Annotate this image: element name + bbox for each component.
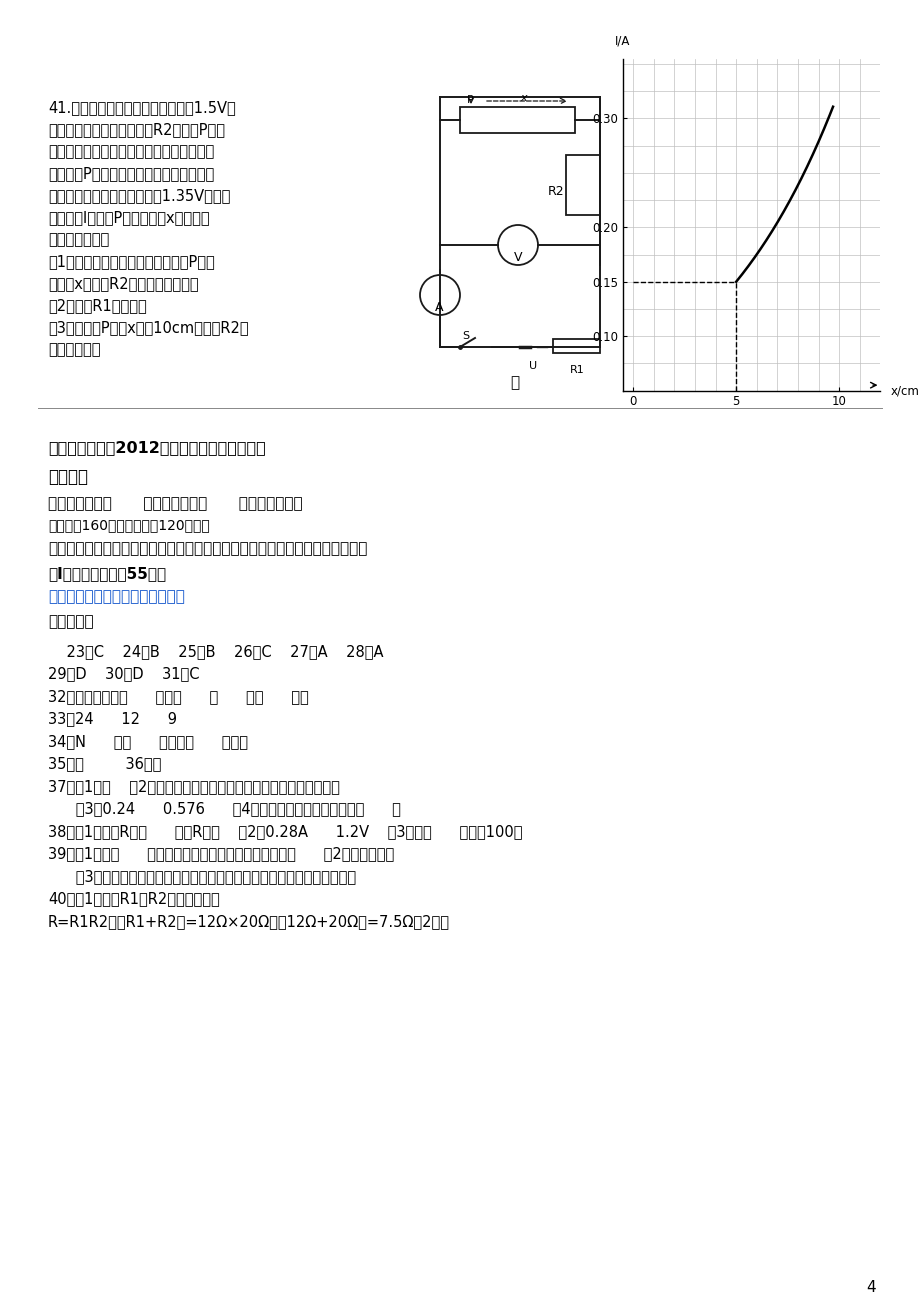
Text: 物理试题: 物理试题 (48, 467, 88, 486)
Text: 37、（1）略    （2）观察电流表是否有示数，判断电路是否存在故障: 37、（1）略 （2）观察电流表是否有示数，判断电路是否存在故障 (48, 779, 339, 794)
Text: 32、内能（热能）      热传递      小      较低      不变: 32、内能（热能） 热传递 小 较低 不变 (48, 689, 309, 704)
Text: 右端向左移动，由于滑动变阻器某处发生断: 右端向左移动，由于滑动变阻器某处发生断 (48, 145, 214, 159)
Text: 29、D    30、D    31、C: 29、D 30、D 31、C (48, 667, 199, 681)
Text: 甲: 甲 (510, 375, 519, 391)
Text: 4: 4 (866, 1280, 875, 1295)
Text: x/cm: x/cm (890, 384, 919, 397)
Text: 本卷满分160分，考试时间120分钟。: 本卷满分160分，考试时间120分钟。 (48, 518, 210, 533)
Bar (565, 155, 599, 215)
Text: S: S (461, 331, 469, 341)
Text: 乙: 乙 (802, 375, 811, 391)
Text: （3）0.24      0.576      （4）测定不同电压下的实际功率      大: （3）0.24 0.576 （4）测定不同电压下的实际功率 大 (48, 802, 401, 816)
Text: 35、略         36、略: 35、略 36、略 (48, 756, 161, 772)
Text: 40、（1）此时R1与R2并联，总电阻: 40、（1）此时R1与R2并联，总电阻 (48, 892, 220, 906)
Circle shape (420, 275, 460, 315)
Text: R1: R1 (570, 365, 584, 375)
Text: 有读数，此时电压表的示数为1.35V，且电: 有读数，此时电压表的示数为1.35V，且电 (48, 187, 230, 203)
Text: 23、C    24、B    25、B    26、C    27、A    28、A: 23、C 24、B 25、B 26、C 27、A 28、A (48, 644, 383, 659)
Text: V: V (514, 251, 522, 264)
Text: 第I卷（选择题，共55分）: 第I卷（选择题，共55分） (48, 566, 166, 581)
Text: A: A (435, 301, 443, 314)
Text: （3）当滑片P移到x等于10cm处时，R2消: （3）当滑片P移到x等于10cm处时，R2消 (48, 320, 248, 335)
Text: 41.如图甲所示电路，电源电压恒为1.5V，: 41.如图甲所示电路，电源电压恒为1.5V， (48, 100, 235, 115)
Text: 39、（1）晶体      凝固时温度保持不变，有固定的凝固点      （2）固液共存态: 39、（1）晶体 凝固时温度保持不变，有固定的凝固点 （2）固液共存态 (48, 846, 394, 862)
Text: R=R1R2／（R1+R2）=12Ω×20Ω／（12Ω+20Ω）=7.5Ω（2分）: R=R1R2／（R1+R2）=12Ω×20Ω／（12Ω+20Ω）=7.5Ω（2分… (48, 914, 449, 930)
Text: （1）当电流表开始有读数时，滑片P移动: （1）当电流表开始有读数时，滑片P移动 (48, 254, 214, 270)
Text: 图乙所示。求：: 图乙所示。求： (48, 232, 109, 247)
Bar (460, 107, 574, 133)
Text: 一、选择题: 一、选择题 (48, 615, 94, 629)
Text: 耗的电功率。: 耗的电功率。 (48, 342, 100, 357)
Text: 路，滑片P向左移动一段距离后，电流表才: 路，滑片P向左移动一段距离后，电流表才 (48, 165, 214, 181)
Text: 流表读数I与滑片P移动的距离x的关系如: 流表读数I与滑片P移动的距离x的关系如 (48, 210, 210, 225)
Text: x: x (519, 92, 526, 103)
Text: 黄冈市启黄中学2012年秋季初三年级期末考试: 黄冈市启黄中学2012年秋季初三年级期末考试 (48, 440, 266, 454)
Text: 注意：所有答案请务必填在答题卡上。非选择题答案的书写请不要超出方框外。: 注意：所有答案请务必填在答题卡上。非选择题答案的书写请不要超出方框外。 (48, 542, 367, 556)
Text: （2）电阻R1的阻值；: （2）电阻R1的阻值； (48, 298, 147, 312)
Bar (552, 339, 599, 353)
Text: 命题人：沈王彭      校对人：蓝王彭      审核人：方红梅: 命题人：沈王彭 校对人：蓝王彭 审核人：方红梅 (48, 496, 302, 510)
Text: R2: R2 (548, 185, 564, 198)
Circle shape (497, 225, 538, 266)
Text: 34、N      缩短      电磁感应      发电机: 34、N 缩短 电磁感应 发电机 (48, 734, 248, 749)
Text: U: U (528, 361, 537, 371)
Text: 闭合开关后，把滑动变阻器R2的滑片P从最: 闭合开关后，把滑动变阻器R2的滑片P从最 (48, 122, 225, 137)
Text: I/A: I/A (615, 35, 630, 48)
Text: 38、（1）电阻R短路      电阻R断路    （2）0.28A      1.2V    （3）大于      不小于100欧: 38、（1）电阻R短路 电阻R断路 （2）0.28A 1.2V （3）大于 不小… (48, 824, 522, 838)
Text: 33、24      12      9: 33、24 12 9 (48, 711, 176, 727)
Text: （3）物体放热时温度下降先快后慢（物体固体比热容比液体比热容大）: （3）物体放热时温度下降先快后慢（物体固体比热容比液体比热容大） (48, 868, 356, 884)
Text: 初三期末考试理综参考答案及解析: 初三期末考试理综参考答案及解析 (48, 589, 185, 604)
Text: 的距离x的值和R2接入电路的阻值；: 的距离x的值和R2接入电路的阻值； (48, 276, 199, 292)
Text: P: P (467, 95, 473, 105)
